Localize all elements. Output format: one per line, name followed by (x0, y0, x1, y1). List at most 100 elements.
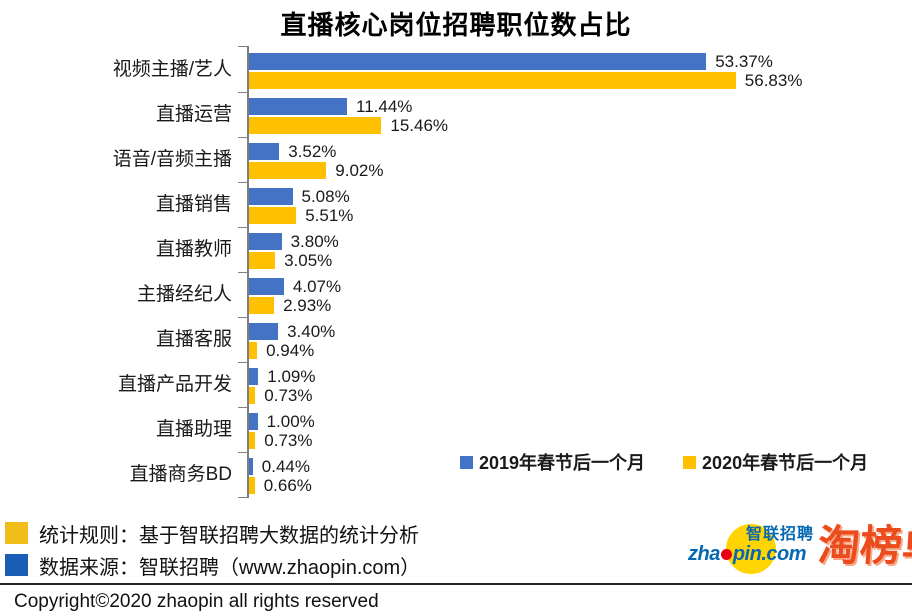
zhaopin-red-dot-icon (720, 549, 732, 560)
category-label: 直播客服 (155, 329, 232, 350)
bar-line: 1.00% (249, 413, 912, 430)
plot-cell: 1.00% 0.73% (238, 407, 912, 453)
chart-row: 直播助理 1.00% 0.73% (0, 407, 912, 453)
bar-line: 56.83% (249, 72, 912, 89)
chart-row: 直播教师 3.80% 3.05% (0, 227, 912, 273)
bar-2020 (249, 342, 258, 359)
value-label: 0.66% (263, 476, 312, 495)
value-label: 5.51% (305, 206, 354, 225)
bar-line: 0.73% (249, 387, 912, 404)
chart-row: 直播运营 11.44% 15.46% (0, 92, 912, 138)
bar-2019 (249, 278, 284, 295)
note-item: 统计规则：基于智联招聘大数据的统计分析 (5, 517, 420, 549)
zhaopin-brand-en: zha pin.com (688, 543, 807, 566)
value-label: 3.52% (288, 142, 337, 161)
value-label: 5.08% (301, 187, 350, 206)
chart-title: 直播核心岗位招聘职位数占比 (280, 10, 632, 40)
bar-2020 (249, 477, 255, 494)
bar-2020 (249, 162, 327, 179)
bar-line: 3.05% (249, 252, 912, 269)
plot-cell: 3.52% 9.02% (238, 137, 912, 183)
bar-2019 (249, 368, 259, 385)
plot-cell: 4.07% 2.93% (238, 272, 912, 318)
bar-line: 5.51% (249, 207, 912, 224)
bar-2019 (249, 233, 282, 250)
plot-cell: 3.80% 3.05% (238, 227, 912, 273)
bar-2020 (249, 297, 275, 314)
bar-2019 (249, 188, 293, 205)
bar-line: 11.44% (249, 98, 912, 115)
value-label: 0.73% (264, 431, 313, 450)
bar-line: 0.73% (249, 432, 912, 449)
bar-line: 3.40% (249, 323, 912, 340)
value-label: 1.09% (267, 367, 316, 386)
footer-divider (0, 583, 912, 585)
value-label: 11.44% (356, 97, 413, 116)
bar-line: 5.08% (249, 188, 912, 205)
zhaopin-brand-cn: 智联招聘 (745, 526, 814, 543)
taobangdan-logo: 淘榜单 (816, 522, 912, 569)
note-marker-blue (5, 554, 28, 576)
category-label: 直播商务BD (129, 464, 232, 485)
plot-cell: 53.37% 56.83% (238, 46, 912, 93)
bar-line: 15.46% (249, 117, 912, 134)
value-label: 9.02% (335, 161, 384, 180)
bar-line: 0.44% (249, 458, 912, 475)
bar-2020 (249, 252, 276, 269)
bar-line: 3.80% (249, 233, 912, 250)
bar-2019 (249, 413, 258, 430)
zhaopin-circle-icon (726, 524, 776, 574)
plot-cell: 0.44% 0.66% (238, 452, 912, 498)
category-label: 直播教师 (155, 239, 232, 260)
chart-row: 语音/音频主播 3.52% 9.02% (0, 137, 912, 183)
bar-2020 (249, 432, 256, 449)
value-label: 0.94% (266, 341, 315, 360)
value-label: 15.46% (390, 116, 449, 135)
legend-label: 2020年春节后一个月 (702, 453, 869, 473)
value-label: 3.05% (284, 251, 333, 270)
category-label: 语音/音频主播 (112, 149, 232, 170)
zhaopin-logo: 智联招聘 zha pin.com (686, 516, 816, 580)
value-label: 0.44% (261, 457, 310, 476)
category-label: 直播销售 (155, 194, 232, 215)
bar-line: 4.07% (249, 278, 912, 295)
plot-cell: 3.40% 0.94% (238, 317, 912, 363)
legend-marker-2020 (683, 455, 697, 469)
bar-chart: 视频主播/艺人 53.37% 56.83% 直播运营 11.44% 15.46% 语音/音频… (0, 46, 912, 498)
bar-line: 0.94% (249, 342, 912, 359)
note-marker-yellow (5, 522, 28, 544)
note-item: 数据来源：智联招聘（www.zhaopin.com） (5, 549, 420, 581)
plot-cell: 5.08% 5.51% (238, 182, 912, 228)
bar-2019 (249, 98, 347, 115)
category-label: 视频主播/艺人 (112, 59, 232, 80)
bar-line: 53.37% (249, 53, 912, 70)
legend-marker-2019 (460, 455, 473, 469)
bar-2020 (249, 387, 256, 404)
value-label: 56.83% (744, 71, 803, 90)
zhaopin-brand-en-left: zha (688, 543, 720, 565)
bar-line: 3.52% (249, 143, 912, 160)
bar-line: 0.66% (249, 477, 912, 494)
plot-cell: 1.09% 0.73% (238, 362, 912, 408)
value-label: 53.37% (715, 52, 773, 71)
value-label: 2.93% (283, 296, 332, 315)
value-label: 0.73% (264, 386, 313, 405)
bar-line: 9.02% (249, 162, 912, 179)
bar-2019 (249, 53, 707, 70)
chart-row: 直播产品开发 1.09% 0.73% (0, 362, 912, 408)
legend: 2019年春节后一个月 2020年春节后一个月 (460, 449, 868, 475)
category-label: 主播经纪人 (136, 284, 232, 305)
legend-item: 2020年春节后一个月 (683, 449, 868, 475)
legend-item: 2019年春节后一个月 (460, 449, 645, 475)
value-label: 3.40% (287, 322, 336, 341)
category-label: 直播助理 (155, 419, 232, 440)
plot-cell: 11.44% 15.46% (238, 92, 912, 138)
bar-2019 (249, 143, 280, 160)
category-label: 直播运营 (155, 104, 232, 125)
bar-2020 (249, 72, 736, 89)
bar-2019 (249, 323, 279, 340)
bar-2019 (249, 458, 253, 475)
note-text: 数据来源：智联招聘（www.zhaopin.com） (39, 556, 421, 579)
chart-row: 直播销售 5.08% 5.51% (0, 182, 912, 228)
legend-label: 2019年春节后一个月 (479, 453, 646, 473)
